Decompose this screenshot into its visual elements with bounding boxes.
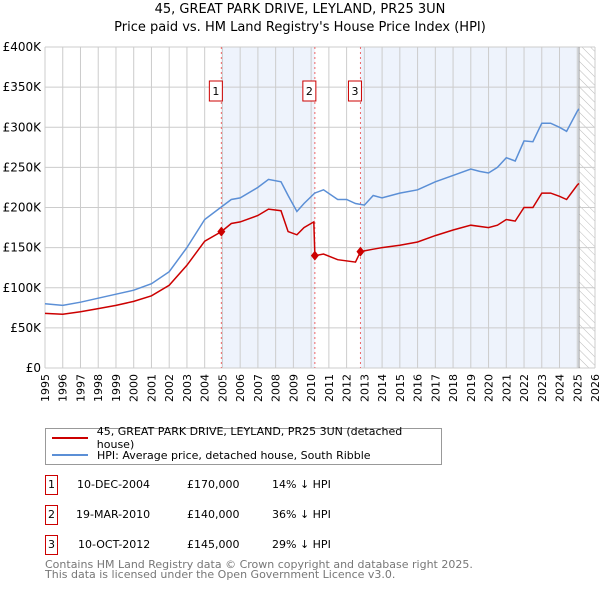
legend-item-property: 45, GREAT PARK DRIVE, LEYLAND, PR25 3UN … [52, 425, 441, 451]
sale-row: 2 19-MAR-2010 £140,000 36% ↓ HPI [45, 505, 545, 525]
y-tick-label: £150K [3, 241, 43, 255]
y-tick-label: £0 [26, 361, 41, 375]
legend-item-hpi: HPI: Average price, detached house, Sout… [52, 447, 371, 463]
legend-swatch-blue [52, 454, 88, 456]
sale-marker-label: 3 [45, 535, 58, 555]
sale-point [356, 246, 365, 257]
x-tick-label: 2001 [145, 374, 158, 402]
sale-point [217, 226, 226, 237]
x-tick-label: 2014 [376, 374, 389, 402]
legend-swatch-red [52, 437, 88, 439]
sale-price: £170,000 [187, 478, 240, 491]
price-paid-line [44, 182, 580, 315]
footer-line: This data is licensed under the Open Gov… [45, 568, 396, 581]
x-tick-label: 2003 [181, 374, 194, 402]
x-tick-label: 2019 [465, 374, 478, 402]
sale-date: 10-DEC-2004 [77, 478, 151, 491]
x-tick-label: 2023 [536, 374, 549, 402]
legend-label: 45, GREAT PARK DRIVE, LEYLAND, PR25 3UN … [96, 425, 403, 451]
sale-price: £140,000 [187, 508, 240, 521]
x-tick-label: 2017 [429, 374, 442, 402]
x-tick-label: 1996 [57, 374, 70, 402]
y-tick-label: £50K [10, 321, 42, 335]
x-tick-label: 2008 [270, 374, 283, 402]
x-tick-label: 2009 [287, 374, 300, 402]
sale-hpi: 36% ↓ HPI [272, 508, 331, 521]
sale-date: 10-OCT-2012 [78, 538, 151, 551]
sale-marker-label: 1 [45, 475, 58, 495]
sale-marker-label: 2 [45, 505, 58, 525]
x-tick-label: 1995 [39, 374, 52, 402]
y-tick-label: £400K [3, 40, 43, 54]
footer: Contains HM Land Registry data © Crown c… [45, 558, 473, 581]
x-tick-label: 2020 [483, 374, 496, 402]
line-chart: 1995 1996 1997 1998 1999 2000 2001 2002 2003 2004… [3, 40, 600, 402]
chart-subtitle: Price paid vs. HM Land Registry's House … [114, 20, 486, 35]
x-tick-label: 2015 [394, 374, 407, 402]
sale-price: £145,000 [187, 538, 240, 551]
x-tick-label: 2012 [341, 374, 354, 402]
sale-badge [347, 80, 362, 102]
sale-hpi: 14% ↓ HPI [272, 478, 331, 491]
sale-badge [208, 80, 223, 102]
x-tick-label: 2013 [358, 374, 371, 402]
x-tick-label: 2022 [518, 374, 531, 402]
x-tick-label: 2018 [447, 374, 460, 402]
sale-row: 1 10-DEC-2004 £170,000 14% ↓ HPI [45, 475, 545, 495]
x-tick-label: 2011 [323, 374, 336, 402]
x-tick-label: 2007 [252, 374, 265, 402]
hpi-line [44, 108, 580, 307]
y-tick-label: £100K [3, 281, 43, 295]
y-tick-label: £300K [3, 120, 43, 134]
x-tick-label: 2000 [128, 374, 141, 402]
x-tick-label: 1998 [92, 374, 105, 402]
x-tick-label: 2004 [199, 374, 212, 402]
chart-title: 45, GREAT PARK DRIVE, LEYLAND, PR25 3UN [154, 2, 446, 17]
y-tick-label: £250K [3, 160, 43, 174]
sale-hpi: 29% ↓ HPI [272, 538, 331, 551]
x-tick-label: 2016 [412, 374, 425, 402]
x-tick-label: 2002 [163, 374, 176, 402]
y-tick-label: £350K [3, 80, 43, 94]
y-tick-label: £200K [3, 201, 43, 215]
sale-badge-label: 3 [351, 85, 358, 98]
x-tick-label: 2006 [234, 374, 247, 402]
x-tick-label: 2010 [305, 374, 318, 402]
footer-line: Contains HM Land Registry data © Crown c… [45, 558, 473, 571]
x-tick-label: 2024 [554, 374, 567, 402]
sale-badge-label: 1 [212, 85, 219, 98]
sale-badge [302, 80, 317, 102]
x-tick-label: 1999 [110, 374, 123, 402]
x-tick-label: 2026 [589, 374, 600, 402]
legend-label: HPI: Average price, detached house, Sout… [97, 448, 371, 462]
sale-row: 3 10-OCT-2012 £145,000 29% ↓ HPI [45, 535, 545, 555]
x-tick-label: 2025 [571, 374, 584, 402]
sale-date: 19-MAR-2010 [76, 508, 151, 521]
x-tick-label: 2005 [216, 374, 229, 402]
sale-badge-label: 2 [306, 85, 313, 98]
sale-point [310, 250, 319, 261]
legend: 45, GREAT PARK DRIVE, LEYLAND, PR25 3UN … [45, 425, 442, 465]
x-tick-label: 1997 [74, 374, 87, 402]
x-tick-label: 2021 [500, 374, 513, 402]
